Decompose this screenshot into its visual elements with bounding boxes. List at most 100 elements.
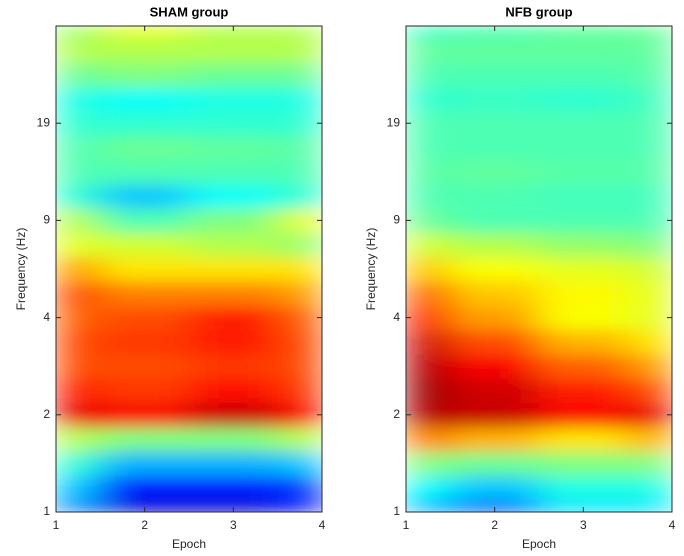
cell — [100, 426, 190, 452]
cell — [627, 354, 672, 379]
cell — [277, 354, 322, 379]
cell — [189, 208, 279, 234]
cell — [100, 402, 190, 428]
x-axis-label: Epoch — [172, 537, 206, 551]
cell — [539, 62, 629, 88]
cell — [450, 426, 540, 452]
cell — [277, 86, 322, 112]
cell — [406, 183, 451, 209]
cell — [539, 208, 629, 234]
cell — [539, 451, 629, 477]
cell — [56, 232, 101, 258]
cell — [450, 305, 540, 331]
cell — [56, 354, 101, 379]
cell — [189, 281, 279, 306]
y-tick-label: 19 — [387, 115, 401, 129]
cell — [450, 402, 540, 428]
cell — [627, 135, 672, 161]
y-tick-label: 1 — [393, 504, 400, 518]
cell — [277, 426, 322, 452]
cell — [539, 38, 629, 63]
cell — [189, 159, 279, 185]
plot-area — [56, 26, 322, 512]
x-tick-label: 3 — [580, 518, 587, 532]
y-tick-label: 2 — [43, 407, 50, 421]
cell — [627, 183, 672, 209]
cell — [277, 475, 322, 501]
cell — [100, 183, 190, 209]
cell — [627, 256, 672, 282]
cell — [539, 159, 629, 185]
cell — [450, 111, 540, 136]
cell — [56, 256, 101, 282]
cell — [277, 26, 322, 39]
cell — [450, 281, 540, 306]
x-tick-label: 2 — [491, 518, 498, 532]
cell — [56, 475, 101, 501]
cell — [406, 256, 451, 282]
cell — [56, 135, 101, 161]
cell — [627, 329, 672, 355]
cell — [56, 62, 101, 88]
cell — [627, 426, 672, 452]
cell — [100, 26, 190, 39]
cell — [277, 232, 322, 258]
cell — [450, 135, 540, 161]
cell — [100, 475, 190, 501]
cell — [406, 281, 451, 306]
plot-area — [406, 26, 672, 512]
x-tick-label: 4 — [669, 518, 676, 532]
chart-title: SHAM group — [150, 4, 229, 19]
x-tick-label: 1 — [403, 518, 410, 532]
x-tick-label: 2 — [141, 518, 148, 532]
x-tick-label: 4 — [319, 518, 326, 532]
cell — [189, 402, 279, 428]
cell — [189, 232, 279, 258]
cell — [277, 38, 322, 63]
cell — [406, 402, 451, 428]
cell — [450, 62, 540, 88]
axes-box — [55, 25, 323, 513]
cell — [450, 86, 540, 112]
cell — [627, 38, 672, 63]
cell — [189, 475, 279, 501]
cell — [100, 256, 190, 282]
cell — [56, 426, 101, 452]
cell — [539, 111, 629, 136]
cell — [100, 451, 190, 477]
cell — [277, 208, 322, 234]
cell — [450, 475, 540, 501]
cell — [56, 378, 101, 404]
cell — [406, 232, 451, 258]
cell — [406, 26, 451, 39]
cell — [539, 354, 629, 379]
heatmap — [406, 26, 672, 512]
cell — [450, 208, 540, 234]
cell — [539, 426, 629, 452]
cell — [450, 354, 540, 379]
cell — [406, 208, 451, 234]
cell — [277, 402, 322, 428]
cell — [56, 499, 101, 512]
cell — [627, 305, 672, 331]
cell — [100, 86, 190, 112]
cell — [100, 232, 190, 258]
cell — [539, 183, 629, 209]
cell — [627, 159, 672, 185]
axes-box — [405, 25, 673, 513]
cell — [450, 378, 540, 404]
cell — [627, 281, 672, 306]
cell — [56, 111, 101, 136]
cell — [56, 208, 101, 234]
y-axis-label: Frequency (Hz) — [14, 228, 28, 311]
y-tick-label: 19 — [37, 115, 51, 129]
cell — [100, 111, 190, 136]
cell — [450, 183, 540, 209]
cell — [100, 354, 190, 379]
cell — [406, 426, 451, 452]
cell — [189, 256, 279, 282]
cell — [627, 378, 672, 404]
cell — [277, 305, 322, 331]
cell — [539, 26, 629, 39]
